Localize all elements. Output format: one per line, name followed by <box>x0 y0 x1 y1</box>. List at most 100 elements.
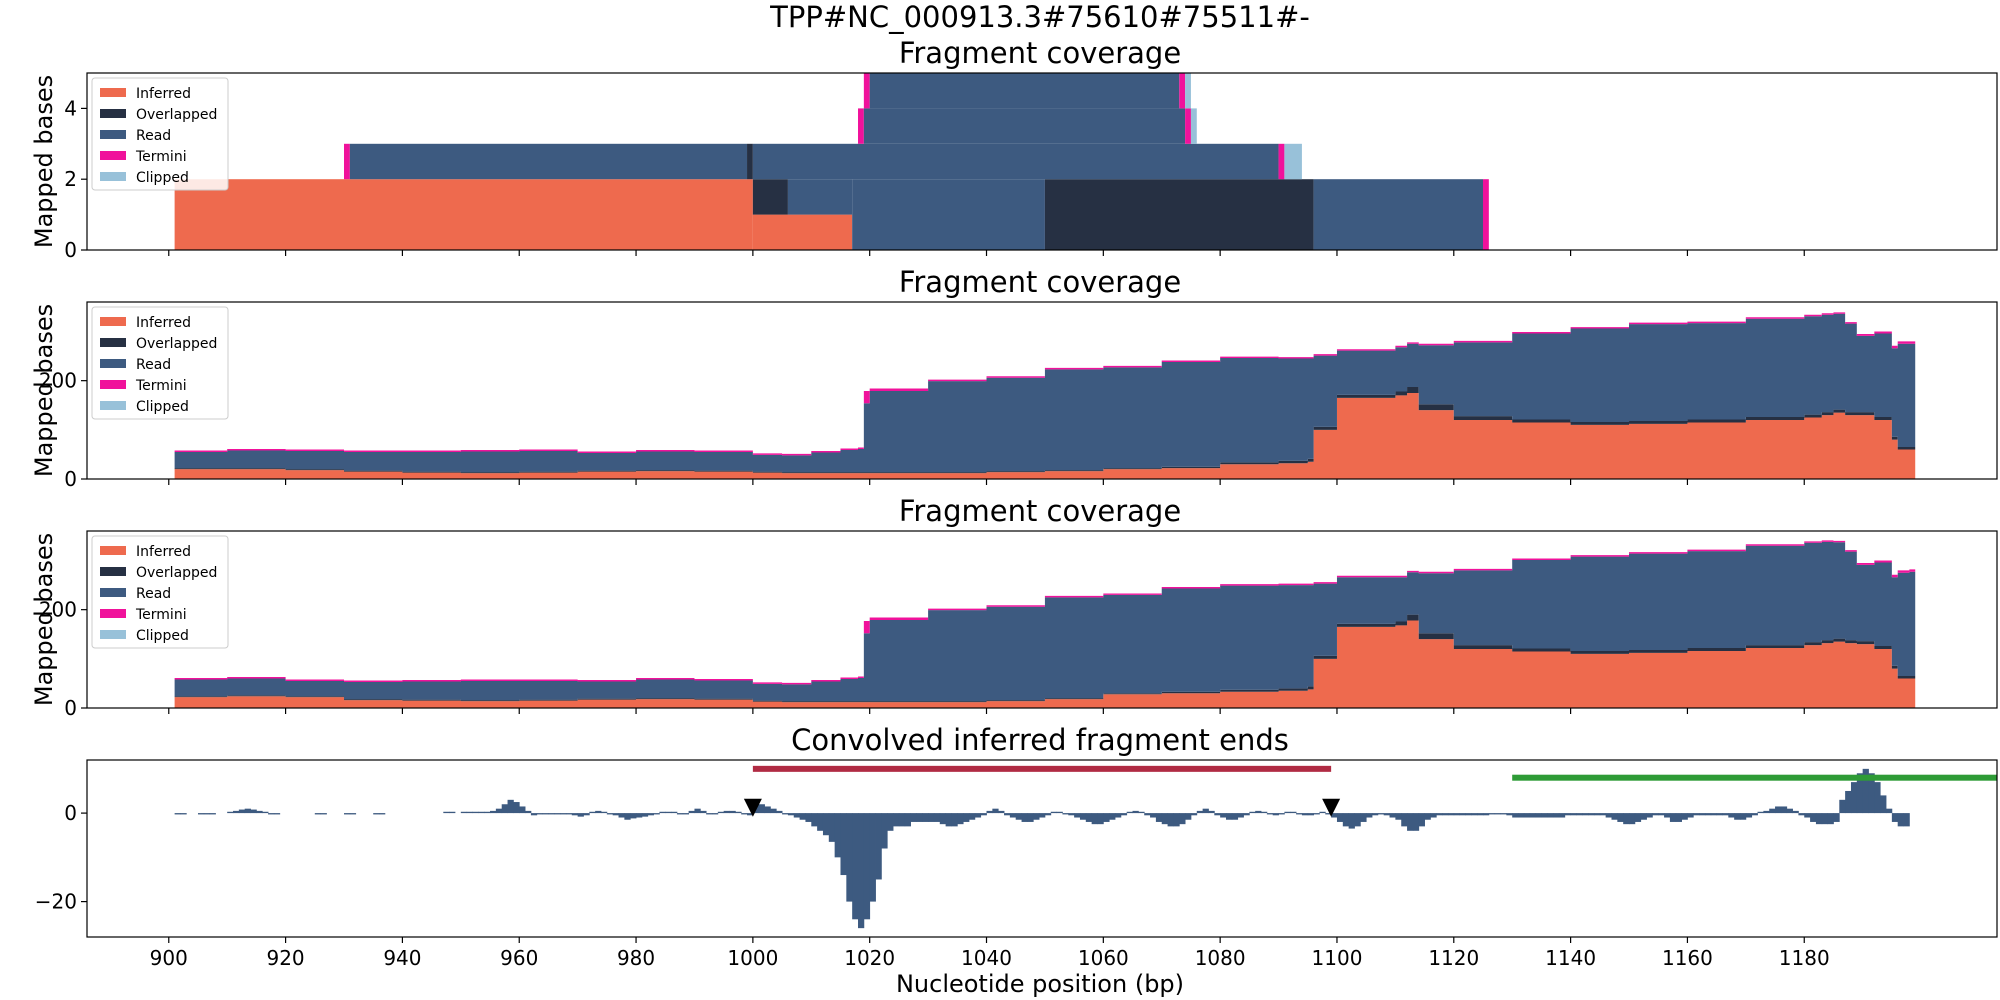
convolved-bar <box>1576 813 1583 816</box>
x-axis-label: Nucleotide position (bp) <box>896 970 1184 998</box>
convolved-bar <box>822 813 830 836</box>
convolved-bar <box>1547 813 1554 818</box>
convolved-bar <box>624 813 631 820</box>
convolved-bar <box>1634 813 1642 822</box>
convolved-bar <box>1360 813 1367 822</box>
convolved-bar <box>805 813 812 822</box>
convolved-bar <box>1126 811 1133 814</box>
y-tick-label: 4 <box>64 96 77 120</box>
convolved-bar <box>1079 813 1087 820</box>
convolved-bar <box>530 813 538 816</box>
convolved-bar <box>1004 813 1011 816</box>
convolved-bar <box>1658 813 1665 816</box>
convolved-bar <box>379 813 386 815</box>
convolved-bar <box>1763 810 1770 814</box>
convolved-bar <box>1775 806 1782 814</box>
convolved-bar <box>238 809 246 814</box>
convolved-bar <box>466 811 473 814</box>
convolved-bar <box>858 813 865 929</box>
convolved-bar <box>449 811 456 814</box>
convolved-bar <box>1798 813 1805 816</box>
convolved-bar <box>197 813 205 815</box>
convolved-bar <box>1699 813 1706 816</box>
convolved-bar <box>1027 813 1034 822</box>
convolved-bar <box>1196 810 1204 814</box>
convolved-bar <box>992 808 999 814</box>
convolved-bar <box>939 813 947 825</box>
convolved-bar <box>1109 813 1116 820</box>
convolved-bar <box>729 810 736 814</box>
figure-suptitle: TPP#NC_000913.3#75610#75511#- <box>769 0 1310 34</box>
convolved-bar <box>1301 813 1309 816</box>
convolved-bar <box>875 813 882 880</box>
y-tick-label: 2 <box>64 167 77 191</box>
legend-label-clipped: Clipped <box>136 170 189 186</box>
convolved-bar <box>1582 813 1589 816</box>
convolved-bar <box>525 810 532 814</box>
convolved-bar <box>1564 813 1572 816</box>
legend-swatch-overlapped <box>100 338 126 347</box>
plot-area <box>174 765 1997 929</box>
convolved-bar <box>717 811 725 814</box>
coverage-block-overlapped <box>1044 179 1314 250</box>
convolved-bar <box>688 810 695 814</box>
convolved-bar <box>776 810 783 814</box>
convolved-bar <box>601 811 608 814</box>
convolved-bar <box>828 813 836 842</box>
convolved-bar <box>209 813 216 815</box>
convolved-bar <box>793 813 800 818</box>
convolved-bar <box>1266 813 1274 815</box>
legend: Inferred Overlapped Read Termini Clipped <box>91 306 229 420</box>
convolved-bar <box>1220 813 1227 818</box>
convolved-bar <box>636 813 643 818</box>
coverage-block-read <box>869 73 1180 109</box>
convolved-bar <box>1482 813 1490 816</box>
convolved-bar <box>244 808 251 814</box>
convolved-bar <box>799 813 806 820</box>
convolved-bar <box>460 811 468 814</box>
convolved-bar <box>560 813 567 815</box>
convolved-bar <box>1874 782 1881 814</box>
convolved-bar <box>1716 813 1723 816</box>
convolved-bar <box>478 811 485 814</box>
convolved-bar <box>933 813 941 822</box>
convolved-bar <box>787 813 795 816</box>
convolved-bar <box>893 813 900 827</box>
convolved-bar <box>1529 813 1536 818</box>
convolved-bar <box>1120 813 1128 816</box>
convolved-bar <box>951 813 958 827</box>
convolved-bar <box>1430 813 1437 818</box>
convolved-bar <box>1243 813 1250 816</box>
convolved-bar <box>1074 813 1081 818</box>
convolved-bar <box>1891 813 1899 822</box>
legend-box <box>91 77 229 191</box>
convolved-bar <box>1669 813 1677 822</box>
coverage-block-clipped <box>1190 108 1197 144</box>
coverage-block-clipped <box>1284 143 1302 180</box>
coverage-block-termini <box>1185 108 1191 144</box>
convolved-bar <box>1015 813 1022 820</box>
convolved-bar <box>1617 813 1624 822</box>
convolved-bar <box>840 813 847 876</box>
convolved-bar <box>1412 813 1420 831</box>
convolved-bar <box>1039 813 1046 818</box>
x-tick-label: 1160 <box>1662 946 1713 970</box>
convolved-bar <box>233 810 240 814</box>
convolved-bar <box>443 811 450 814</box>
convolved-bar <box>180 813 187 815</box>
convolved-bar <box>700 810 707 814</box>
convolved-bar <box>1313 813 1320 815</box>
coverage-block-read <box>752 143 1279 180</box>
coverage-area-inferred <box>174 392 1916 479</box>
convolved-bar <box>501 804 508 814</box>
convolved-bar <box>203 813 211 815</box>
convolved-bar <box>1377 813 1385 815</box>
convolved-bar <box>1494 813 1501 815</box>
coverage-block-read <box>863 108 1186 144</box>
convolved-bar <box>1261 811 1268 814</box>
axes-frame <box>86 530 1998 709</box>
legend-swatch-inferred <box>100 317 126 326</box>
convolved-bar <box>1442 813 1449 816</box>
coverage-area-read <box>174 313 1916 473</box>
